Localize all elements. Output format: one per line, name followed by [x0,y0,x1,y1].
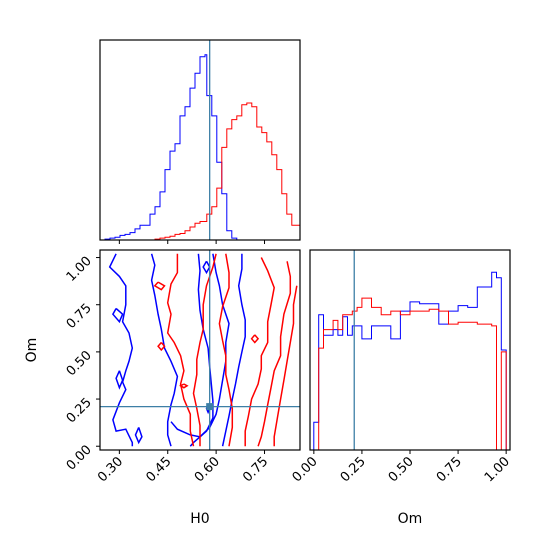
contour-red-6 [153,281,166,291]
contour-red-4 [257,261,292,447]
contour-red-9 [179,383,189,389]
contour-red-8 [250,334,260,344]
om-histogram-blue [313,271,507,450]
truth-marker [206,403,214,411]
contour-red-7 [157,342,166,352]
x-axis-label-om: Om [398,511,423,527]
h0-histogram-red [100,102,300,240]
contour-red-0 [166,253,195,447]
contour-red-1 [192,253,217,447]
contour-blue-6 [115,370,124,390]
om-marginal-panel: 0.00 0.25 0.50 0.75 1.00 [290,249,513,485]
contour-blue-8 [202,260,211,275]
om-ytick-label-1: 0.25 [64,395,95,426]
om-xtick-label-3: 0.75 [434,454,465,485]
joint-frame [99,249,301,451]
om-ytick-label-4: 1.00 [64,254,95,285]
om-ytick-label-2: 0.50 [64,348,95,379]
h0-tick-label-2: 0.60 [192,454,223,485]
h0-marginal-panel [99,39,301,244]
om-ytick-label-0: 0.00 [64,442,95,473]
contour-blue-1 [108,253,134,447]
om-xtick-label-2: 0.50 [386,454,417,485]
contour-blue-5 [111,307,124,324]
om-xtick-label-1: 0.25 [338,454,369,485]
contour-blue-4 [221,253,246,447]
x-axis-label-h0: H0 [190,511,209,527]
om-ytick-label-3: 0.75 [64,301,95,332]
om-histogram-red [313,297,507,450]
h0-tick-label-0: 0.30 [95,454,126,485]
h0-histogram-blue [100,54,300,240]
contour-blue-7 [134,427,143,445]
contour-blue-2 [170,253,214,438]
h0-tick-label-3: 0.75 [240,454,271,485]
h0-om-joint-panel: 0.30 0.45 0.60 0.75 0.00 0.25 0.50 0.75 1.00 [64,249,301,485]
contour-blue-0 [150,253,179,447]
om-xtick-label-4: 1.00 [482,454,513,485]
om-xtick-label-0: 0.00 [290,454,321,485]
y-axis-label-om: Om [24,338,40,363]
contour-red-5 [273,285,298,447]
contour-blue-3 [189,253,230,447]
contour-red-3 [244,257,275,447]
h0-marginal-frame [99,39,301,241]
contour-red-2 [218,253,234,447]
om-marginal-frame [309,249,511,451]
h0-tick-label-1: 0.45 [143,454,174,485]
